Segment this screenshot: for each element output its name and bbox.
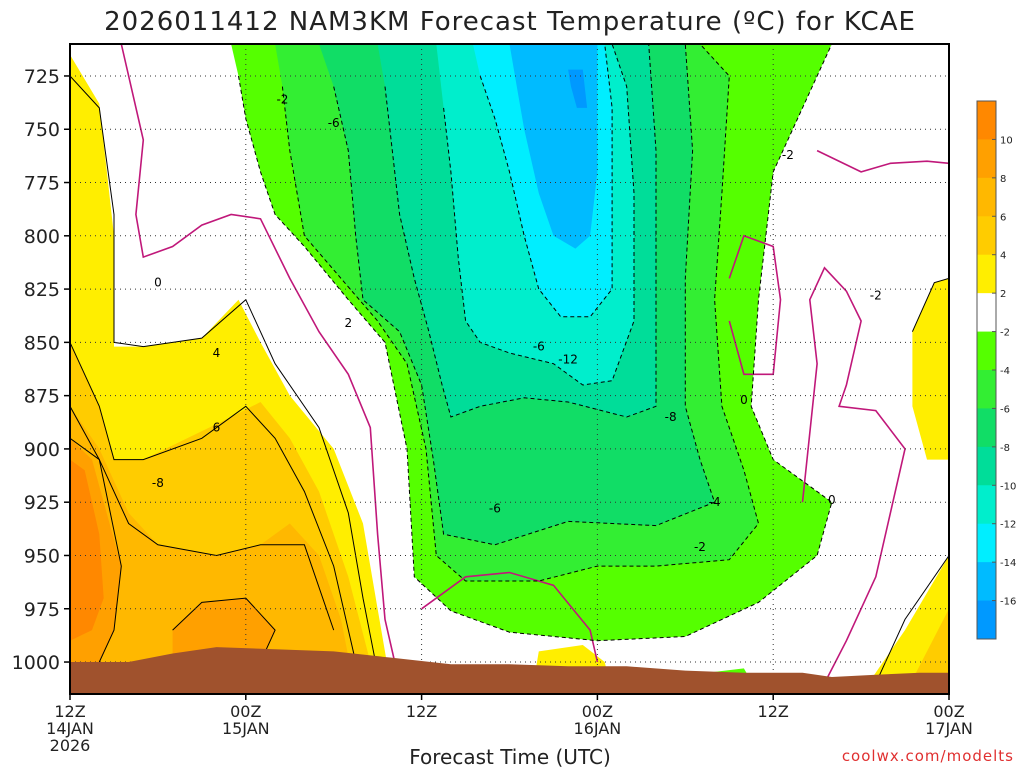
legend-swatch	[977, 370, 996, 409]
contour-label: 6	[213, 421, 221, 435]
x-tick-label: 00Z	[933, 702, 964, 721]
legend-swatch	[977, 331, 996, 371]
contour-zero-line	[421, 571, 599, 663]
x-tick-label: 00Z	[582, 702, 613, 721]
legend-label: -12	[1000, 520, 1016, 531]
y-tick-label: 725	[24, 66, 60, 88]
y-axis: 725 750 775 800 825 850 875 900 925 950 975 1000	[12, 66, 70, 674]
x-tick-label: 12Z	[406, 702, 437, 721]
temp-band-2_4	[912, 278, 949, 460]
x-tick-label: 17JAN	[925, 719, 973, 738]
y-tick-label: 925	[24, 492, 60, 514]
legend-label: 2	[1000, 289, 1006, 300]
contour-label: -6	[489, 502, 501, 516]
contour-label: -4	[709, 495, 721, 509]
legend-swatch	[977, 293, 996, 333]
x-tick-label: 14JAN	[46, 719, 94, 738]
contour-warm-8b	[172, 597, 276, 663]
plot-frame	[69, 43, 950, 695]
legend-label: 6	[1000, 212, 1006, 223]
x-tick-label: 15JAN	[222, 719, 270, 738]
contour-label: -2	[694, 540, 706, 554]
temp-band-ge10	[70, 459, 104, 641]
x-tick-label: 12Z	[758, 702, 789, 721]
legend-swatch	[977, 254, 996, 294]
x-tick-label: 2026	[50, 736, 91, 755]
contour-label: -8	[665, 410, 677, 424]
contour-label: -8	[152, 476, 164, 490]
contour-cold-10	[443, 44, 635, 386]
contour-label: 0	[740, 393, 748, 407]
contour-zero-line	[120, 44, 401, 684]
legend-label: -8	[1000, 443, 1010, 454]
legend-label: -14	[1000, 558, 1016, 569]
legend-label: -2	[1000, 328, 1010, 339]
y-tick-label: 1000	[12, 652, 60, 674]
contour-label: 2	[345, 316, 353, 330]
contour-label: -2	[782, 148, 794, 162]
temp-band-8_10	[172, 598, 276, 662]
legend-label: 8	[1000, 174, 1006, 185]
contour-cold-4	[281, 44, 760, 582]
legend-swatch	[977, 485, 996, 525]
legend-swatch	[977, 446, 996, 486]
contour-label: 4	[213, 346, 221, 360]
contour-warm-6	[70, 406, 335, 631]
legend-label: 4	[1000, 251, 1006, 262]
contour-zero-line	[728, 234, 782, 376]
grid-lines	[70, 44, 949, 694]
color-legend: 10 8 6 4 2 -2 -4 -6 -8 -10 -12 -14 -16	[976, 100, 1016, 640]
contour-zero-line	[816, 149, 949, 173]
y-tick-label: 875	[24, 386, 60, 408]
y-tick-label: 975	[24, 599, 60, 621]
temperature-fill-bands	[70, 44, 949, 694]
y-tick-label: 775	[24, 173, 60, 195]
ground-surface	[70, 647, 949, 694]
contour-warm-4	[70, 342, 357, 663]
contour-label: 0	[154, 276, 162, 290]
contour-label: -12	[558, 352, 578, 366]
contour-cold-2	[238, 44, 833, 642]
contour-label: 0	[828, 493, 836, 507]
legend-swatch	[977, 139, 996, 179]
temp-band-6_8	[70, 406, 356, 694]
legend-label: -10	[1000, 481, 1016, 492]
legend-swatch	[977, 562, 996, 602]
contour-label: -2	[870, 288, 882, 302]
x-tick-label: 12Z	[54, 702, 85, 721]
y-tick-label: 825	[24, 279, 60, 301]
temp-band-lt-16	[568, 69, 588, 108]
legend-swatch	[977, 101, 996, 140]
contour-warm-2d	[911, 277, 949, 332]
x-axis-label: Forecast Time (UTC)	[409, 745, 611, 768]
y-tick-label: 900	[24, 439, 60, 461]
legend-swatch	[977, 600, 996, 640]
contour-label: -2	[276, 92, 288, 106]
legend-swatch	[977, 177, 996, 217]
legend-label: -6	[1000, 404, 1010, 415]
watermark: coolwx.com/modelts	[842, 747, 1014, 765]
y-tick-label: 750	[24, 119, 60, 141]
x-tick-label: 16JAN	[574, 719, 622, 738]
x-tick-label: 00Z	[230, 702, 261, 721]
legend-label: 10	[1000, 135, 1013, 146]
y-tick-label: 950	[24, 545, 60, 567]
contour-warm-2	[70, 75, 379, 673]
contour-labels: -2 -6 0 2 4 6 -8 -12 -8 -6 -6 -4 -2 -2 0 -2 0	[152, 92, 882, 554]
contour-cold-8	[384, 44, 657, 418]
chart-title: 2026011412 NAM3KM Forecast Temperature (…	[104, 7, 916, 37]
contour-label: -6	[328, 116, 340, 130]
y-tick-label: 800	[24, 226, 60, 248]
contour-zero-line	[801, 266, 906, 684]
legend-swatch	[977, 216, 996, 256]
legend-label: -4	[1000, 366, 1010, 377]
legend-label: -16	[1000, 597, 1016, 608]
y-tick-label: 850	[24, 332, 60, 354]
contour-warm-8	[70, 437, 122, 663]
legend-swatch	[977, 408, 996, 448]
contour-label: -6	[533, 340, 545, 354]
legend-swatch	[977, 523, 996, 563]
